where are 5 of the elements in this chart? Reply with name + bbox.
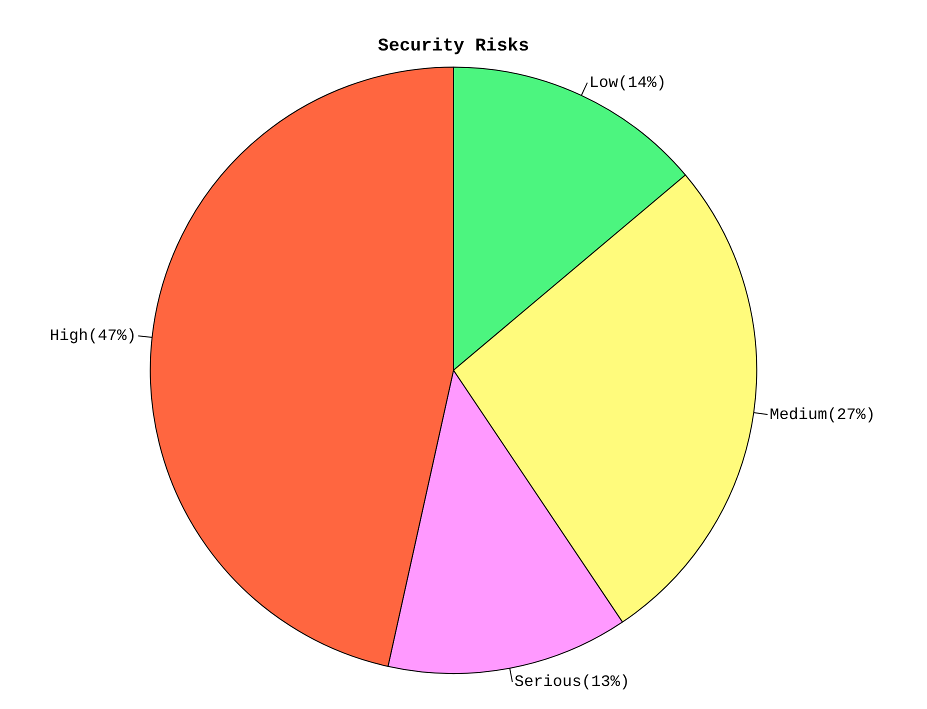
chart-title: Security Risks [378, 36, 530, 56]
slice-label: Serious(13%) [514, 673, 630, 692]
slice-label: Medium(27%) [770, 406, 876, 424]
slice-label: Low(14%) [589, 74, 666, 92]
slice-label: High(47%) [50, 327, 136, 346]
